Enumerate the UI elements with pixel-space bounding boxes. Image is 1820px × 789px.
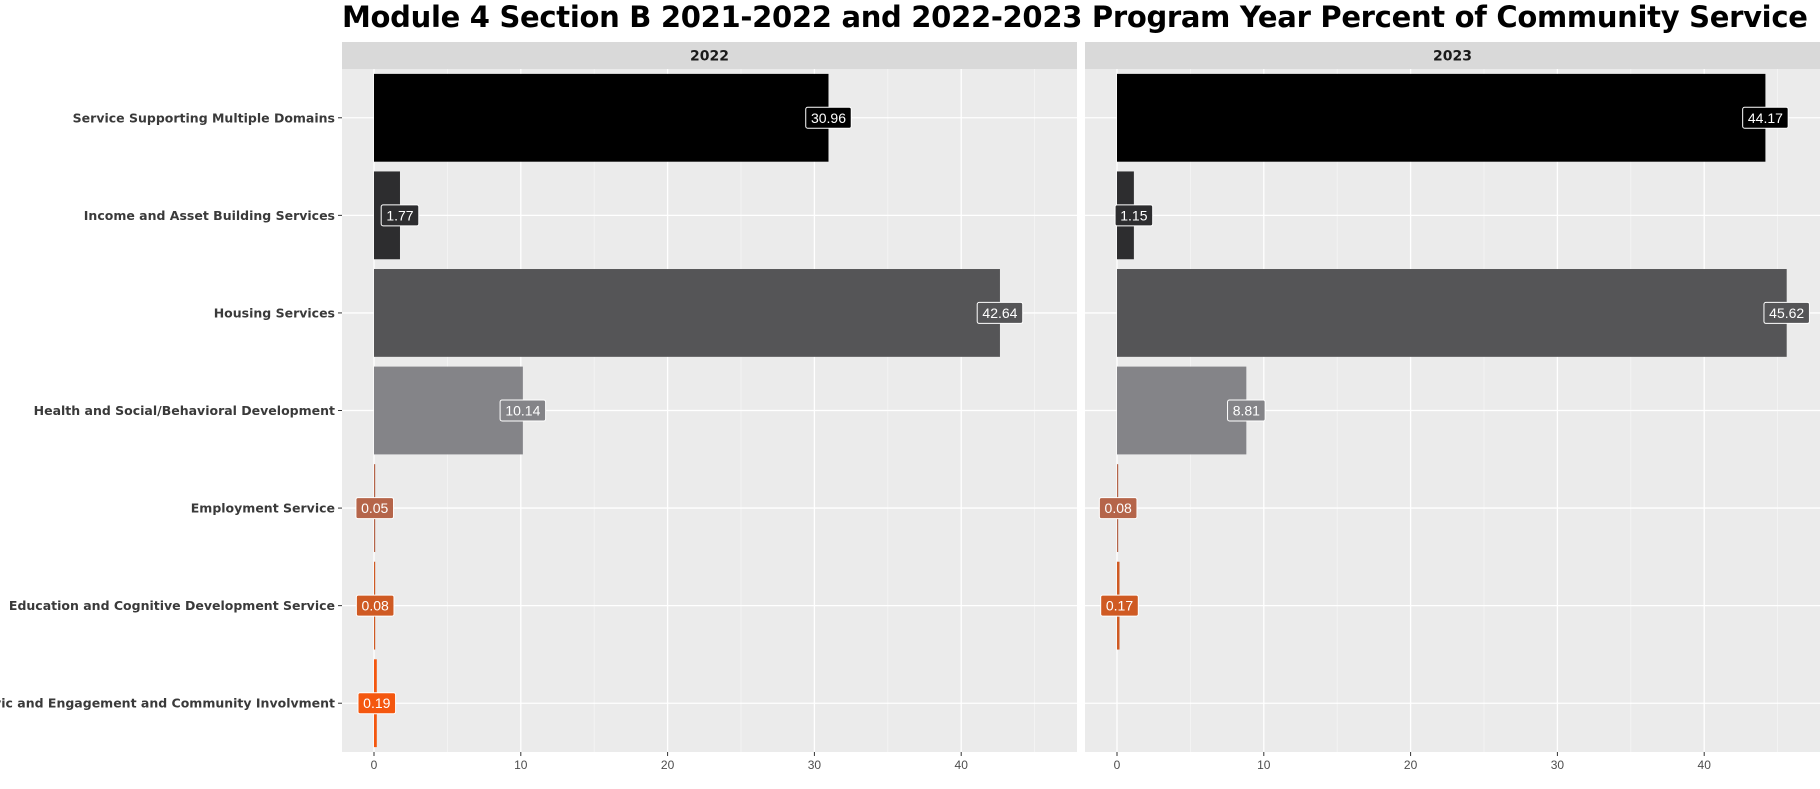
category-label: Service Supporting Multiple Domains <box>73 110 335 125</box>
data-label: 0.19 <box>363 695 390 711</box>
data-label-box <box>976 301 1024 324</box>
facet-strip-label: 2023 <box>1433 49 1472 65</box>
facet-strip <box>342 42 1077 69</box>
chart-title: Module 4 Section B 2021-2022 and 2022-20… <box>342 0 1808 34</box>
data-label-box <box>355 594 395 617</box>
category-label: Housing Services <box>214 305 335 320</box>
data-label: 30.96 <box>811 110 846 126</box>
bar <box>1117 366 1247 455</box>
data-label-box <box>1100 594 1139 617</box>
data-label: 0.08 <box>1105 500 1132 516</box>
data-label: 8.81 <box>1233 403 1260 419</box>
data-label: 10.14 <box>505 403 540 419</box>
data-label: 1.77 <box>386 207 413 223</box>
data-label: 0.17 <box>1106 598 1133 614</box>
data-label-box <box>355 497 395 520</box>
data-label: 44.17 <box>1748 110 1783 126</box>
data-label-box <box>805 106 852 129</box>
x-tick-label: 30 <box>808 758 822 772</box>
x-tick-label: 10 <box>514 758 528 772</box>
facet-strip <box>1085 42 1820 69</box>
category-label: Employment Service <box>191 501 335 516</box>
data-label: 0.08 <box>362 598 389 614</box>
bar <box>374 366 523 455</box>
data-label-box <box>1114 204 1154 227</box>
data-label-box <box>1227 399 1266 422</box>
data-label-box <box>380 204 420 227</box>
category-label: Income and Asset Building Services <box>84 208 335 223</box>
x-tick-label: 0 <box>371 758 378 772</box>
x-tick-label: 0 <box>1114 758 1121 772</box>
data-label-box <box>1763 301 1810 324</box>
data-label: 1.15 <box>1120 207 1147 223</box>
x-tick-label: 20 <box>1404 758 1418 772</box>
data-label-box <box>1742 106 1789 129</box>
data-label-box <box>499 399 547 422</box>
bar <box>1117 269 1787 357</box>
x-tick-label: 10 <box>1257 758 1271 772</box>
category-label: Civic and Engagement and Community Invol… <box>0 696 335 711</box>
facet-strip-label: 2022 <box>690 49 729 65</box>
bar <box>374 269 1000 357</box>
x-tick-label: 40 <box>955 758 969 772</box>
data-label: 0.05 <box>361 500 388 516</box>
data-label-box <box>1098 497 1138 520</box>
x-tick-label: 30 <box>1551 758 1565 772</box>
bar <box>374 73 829 162</box>
category-label: Health and Social/Behavioral Development <box>34 403 335 418</box>
data-label: 45.62 <box>1769 305 1804 321</box>
category-label: Education and Cognitive Development Serv… <box>9 598 335 613</box>
bar <box>1117 73 1766 162</box>
data-label: 42.64 <box>982 305 1017 321</box>
data-label-box <box>357 692 397 715</box>
x-tick-label: 40 <box>1698 758 1712 772</box>
x-tick-label: 20 <box>661 758 675 772</box>
